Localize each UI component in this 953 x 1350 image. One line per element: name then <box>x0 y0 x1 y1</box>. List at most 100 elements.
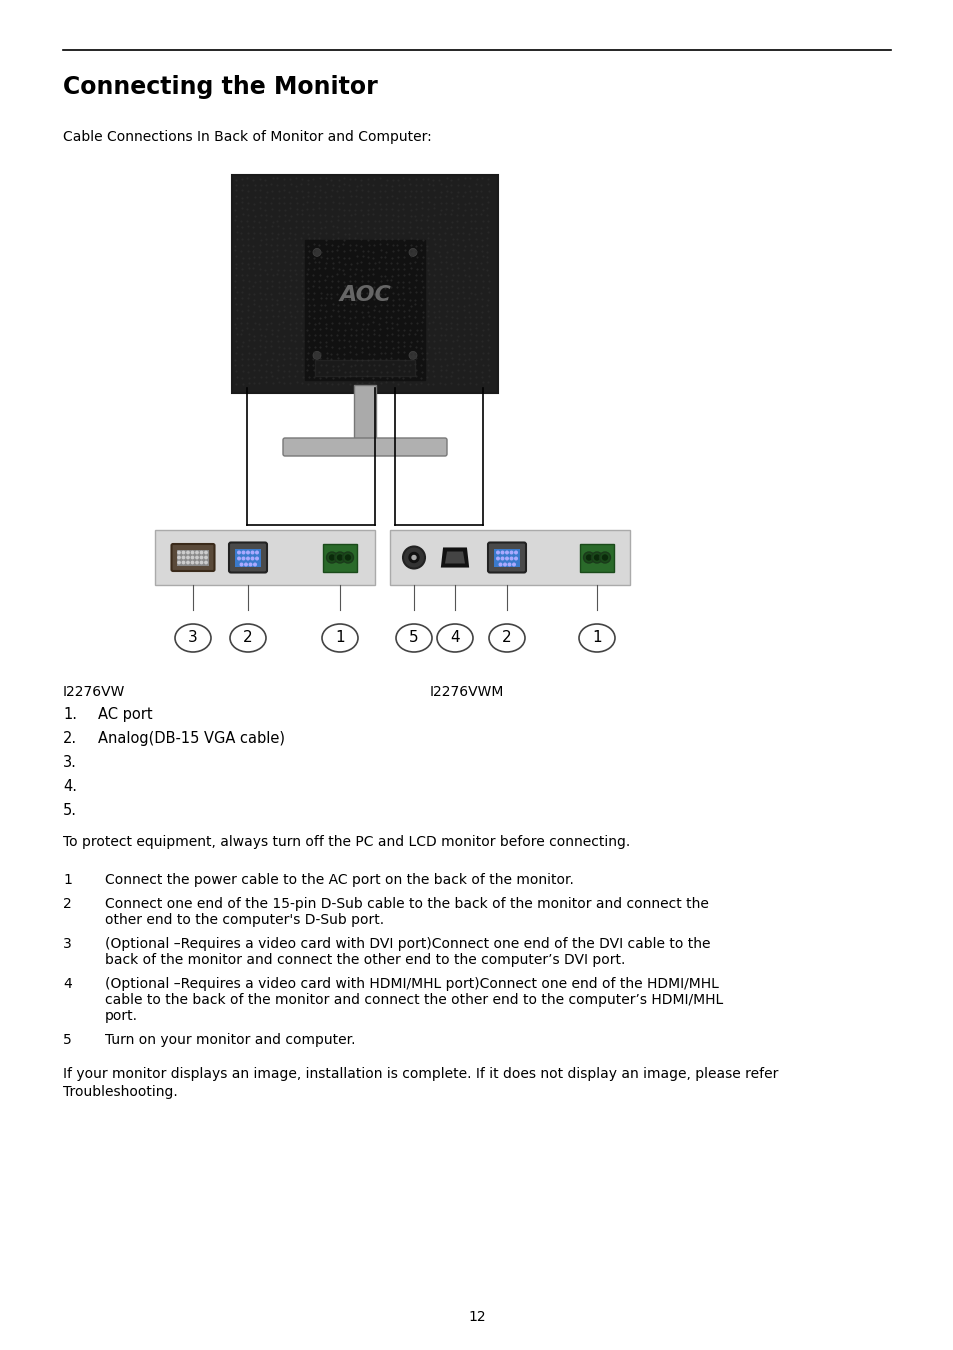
Circle shape <box>182 551 185 554</box>
Text: 5: 5 <box>63 1033 71 1048</box>
Circle shape <box>503 563 506 566</box>
Bar <box>323 544 356 571</box>
Circle shape <box>508 563 510 566</box>
Circle shape <box>182 562 185 564</box>
Circle shape <box>192 556 193 559</box>
Text: Cable Connections In Back of Monitor and Computer:: Cable Connections In Back of Monitor and… <box>63 130 432 144</box>
Bar <box>234 548 261 567</box>
Circle shape <box>497 558 498 560</box>
Circle shape <box>515 551 517 554</box>
Text: 1: 1 <box>592 630 601 645</box>
Circle shape <box>195 551 198 554</box>
Text: 4.: 4. <box>63 779 77 794</box>
Text: back of the monitor and connect the other end to the computer’s DVI port.: back of the monitor and connect the othe… <box>105 953 625 967</box>
Text: 5: 5 <box>409 630 418 645</box>
Circle shape <box>409 248 416 256</box>
Circle shape <box>412 555 416 559</box>
Circle shape <box>313 248 320 256</box>
Circle shape <box>255 551 258 554</box>
Text: Connecting the Monitor: Connecting the Monitor <box>63 76 377 99</box>
Circle shape <box>342 552 354 563</box>
Circle shape <box>510 551 513 554</box>
Circle shape <box>195 562 198 564</box>
Circle shape <box>402 547 424 568</box>
Text: 2.: 2. <box>63 730 77 747</box>
Text: (Optional –Requires a video card with DVI port)Connect one end of the DVI cable : (Optional –Requires a video card with DV… <box>105 937 710 950</box>
Circle shape <box>244 563 247 566</box>
Ellipse shape <box>322 624 357 652</box>
Circle shape <box>249 563 252 566</box>
Circle shape <box>247 551 249 554</box>
Bar <box>390 531 629 585</box>
Text: Connect the power cable to the AC port on the back of the monitor.: Connect the power cable to the AC port o… <box>105 873 574 887</box>
Bar <box>314 360 415 377</box>
Text: 4: 4 <box>63 977 71 991</box>
Circle shape <box>237 558 240 560</box>
Circle shape <box>591 552 602 563</box>
Ellipse shape <box>230 624 266 652</box>
Circle shape <box>192 551 193 554</box>
Circle shape <box>409 552 418 563</box>
Circle shape <box>583 552 594 563</box>
Circle shape <box>335 552 345 563</box>
Bar <box>354 385 375 440</box>
Circle shape <box>594 555 598 560</box>
Circle shape <box>497 551 498 554</box>
Circle shape <box>602 555 607 560</box>
Circle shape <box>313 351 320 359</box>
Text: Connect one end of the 15-pin D-Sub cable to the back of the monitor and connect: Connect one end of the 15-pin D-Sub cabl… <box>105 896 708 911</box>
Circle shape <box>510 558 513 560</box>
Bar <box>579 544 614 571</box>
Circle shape <box>505 551 508 554</box>
Text: 1: 1 <box>335 630 344 645</box>
Text: Turn on your monitor and computer.: Turn on your monitor and computer. <box>105 1033 355 1048</box>
Text: I2276VW: I2276VW <box>63 684 125 699</box>
Circle shape <box>247 558 249 560</box>
Bar <box>305 240 424 381</box>
Text: AC port: AC port <box>98 707 152 722</box>
Text: 12: 12 <box>468 1310 485 1324</box>
Text: cable to the back of the monitor and connect the other end to the computer’s HDM: cable to the back of the monitor and con… <box>105 994 722 1007</box>
Circle shape <box>253 563 256 566</box>
Polygon shape <box>444 552 464 563</box>
Circle shape <box>500 551 503 554</box>
Text: Troubleshooting.: Troubleshooting. <box>63 1085 177 1099</box>
Circle shape <box>187 556 189 559</box>
Text: 2: 2 <box>243 630 253 645</box>
Ellipse shape <box>174 624 211 652</box>
Text: I2276VWM: I2276VWM <box>430 684 504 699</box>
Text: port.: port. <box>105 1008 138 1023</box>
Circle shape <box>205 562 207 564</box>
Circle shape <box>177 551 180 554</box>
Circle shape <box>500 558 503 560</box>
Circle shape <box>182 556 185 559</box>
Text: 2: 2 <box>501 630 511 645</box>
FancyBboxPatch shape <box>172 544 214 571</box>
Circle shape <box>195 556 198 559</box>
Circle shape <box>251 551 253 554</box>
Circle shape <box>205 551 207 554</box>
Circle shape <box>251 558 253 560</box>
Circle shape <box>200 562 202 564</box>
Circle shape <box>205 556 207 559</box>
FancyBboxPatch shape <box>229 543 267 572</box>
Circle shape <box>515 558 517 560</box>
Bar <box>232 176 497 393</box>
Circle shape <box>240 563 243 566</box>
Circle shape <box>242 551 245 554</box>
Text: If your monitor displays an image, installation is complete. If it does not disp: If your monitor displays an image, insta… <box>63 1066 778 1081</box>
Bar <box>154 531 375 585</box>
Circle shape <box>192 562 193 564</box>
FancyBboxPatch shape <box>488 543 525 572</box>
Circle shape <box>200 551 202 554</box>
Text: (Optional –Requires a video card with HDMI/MHL port)Connect one end of the HDMI/: (Optional –Requires a video card with HD… <box>105 977 719 991</box>
Text: 3: 3 <box>63 937 71 950</box>
Circle shape <box>200 556 202 559</box>
Circle shape <box>187 562 189 564</box>
Ellipse shape <box>489 624 524 652</box>
Circle shape <box>329 555 335 560</box>
Ellipse shape <box>578 624 615 652</box>
Circle shape <box>177 556 180 559</box>
Circle shape <box>337 555 342 560</box>
Circle shape <box>187 551 189 554</box>
